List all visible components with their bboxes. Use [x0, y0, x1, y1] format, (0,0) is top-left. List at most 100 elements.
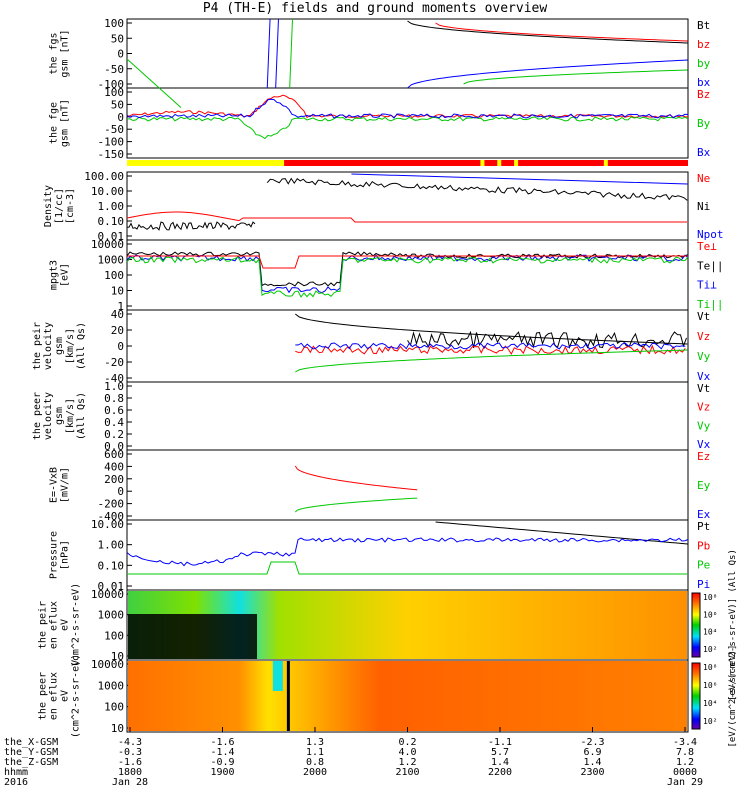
x-row-label: the_Z-GSM — [4, 757, 58, 768]
x-tick-label: 1900 — [210, 767, 234, 778]
legend-bt: Bt — [697, 19, 710, 32]
x-tick-label: 1.3 — [306, 737, 324, 748]
spectrogram-2 — [128, 661, 687, 731]
x-tick-label: 1.2 — [398, 757, 416, 768]
trace-vz — [295, 344, 686, 356]
y-axis-label: [1/cc] — [54, 188, 65, 224]
mode-bar-mark — [497, 160, 502, 166]
trace-vy — [295, 349, 688, 373]
trace-spike — [275, 18, 279, 89]
x-tick-label: 4.0 — [398, 747, 416, 758]
x-tick-label: 6.9 — [583, 747, 601, 758]
legend-pb: Pb — [697, 539, 710, 552]
y-axis-label: the peer — [38, 672, 49, 720]
y-tick-label: 20 — [111, 324, 124, 337]
y-axis-label: en eflux — [49, 601, 60, 649]
y-tick-label: -100 — [98, 78, 125, 91]
legend-by: By — [697, 117, 711, 130]
panel-frame — [126, 239, 689, 311]
x-tick-label: -0.9 — [210, 757, 234, 768]
y-axis-label: [nPa] — [60, 540, 71, 570]
colorbar-tick-label: 10² — [703, 717, 717, 726]
legend-vx: Vx — [697, 438, 711, 451]
y-axis-label: gsm [nT] — [60, 99, 71, 147]
panel-frame — [126, 449, 689, 521]
legend-ti⊥: Ti⊥ — [697, 279, 717, 292]
y-axis-label: the peer — [32, 392, 43, 440]
x-tick-label: 0000 — [673, 767, 697, 778]
y-axis-label: velocity — [43, 322, 54, 370]
y-tick-label: 0.10 — [98, 215, 125, 228]
colorbar-tick-label: 10⁶ — [703, 681, 717, 690]
y-tick-label: 0.0 — [104, 440, 124, 453]
trace-spike — [266, 18, 271, 89]
y-axis-label: mpgt3 — [49, 260, 60, 290]
trace-bz — [435, 22, 688, 42]
y-axis-label: [mV/m] — [60, 467, 71, 503]
spectrogram-gap-line — [286, 661, 290, 731]
colorbar — [691, 662, 701, 730]
legend-ni: Ni — [697, 200, 710, 213]
y-tick-label: 0 — [117, 48, 124, 61]
y-tick-label: 10 — [111, 722, 124, 735]
y-tick-label: 10000 — [91, 238, 124, 251]
y-axis-label: Pressure — [49, 531, 60, 579]
y-tick-label: -400 — [98, 510, 125, 523]
y-axis-label: (cm^2-s-sr-eV) — [71, 583, 82, 667]
y-tick-label: 10.00 — [91, 185, 124, 198]
x-tick-label: 5.7 — [491, 747, 509, 758]
trace-ni — [126, 221, 256, 231]
y-axis-label: (cm^2-s-sr-eV) — [71, 654, 82, 738]
y-tick-label: 10.00 — [91, 518, 124, 531]
legend-ey: Ey — [697, 479, 711, 492]
y-tick-label: 0.6 — [104, 404, 124, 417]
trace-bz — [126, 94, 689, 119]
panel-frame — [126, 381, 689, 451]
y-tick-label: 0.8 — [104, 392, 124, 405]
x-tick-label: 0.8 — [306, 757, 324, 768]
trace-ti-par — [126, 256, 689, 298]
x-row-label: the_X-GSM — [4, 737, 58, 748]
x-tick-label: 1.4 — [583, 757, 601, 768]
legend-pi: Pi — [697, 578, 710, 591]
panel-frame — [126, 87, 689, 159]
y-tick-label: 1000 — [98, 254, 125, 267]
y-tick-label: -50 — [104, 63, 124, 76]
x-tick-label: -1.4 — [210, 747, 234, 758]
y-tick-label: 1000 — [98, 679, 125, 692]
legend-te||: Te|| — [697, 259, 724, 272]
y-tick-label: 100 — [104, 269, 124, 282]
y-tick-label: -40 — [104, 372, 124, 385]
trace-ti-perp — [126, 254, 689, 294]
x-tick-label: -3.4 — [673, 737, 697, 748]
panel-frame — [126, 519, 689, 591]
y-axis-label: (All Qs) — [76, 392, 87, 440]
mode-bar-mark — [480, 160, 485, 166]
x-tick-label: 1.4 — [491, 757, 509, 768]
x-tick-label: -1.6 — [210, 737, 234, 748]
trace-pt — [435, 521, 688, 545]
spectrogram-low-counts — [128, 614, 258, 659]
y-axis-label: [km/s] — [65, 398, 76, 434]
legend-vy: Vy — [697, 419, 711, 432]
spectrogram-gap — [272, 661, 283, 691]
x-row-label: hhmm — [4, 767, 28, 778]
panel-6: 1.00.80.60.40.20.0 the peer velocity gsm [km… — [32, 380, 711, 453]
legend-vx: Vx — [697, 370, 711, 383]
y-axis-label: velocity — [43, 392, 54, 440]
legend-vz: Vz — [697, 330, 710, 343]
x-axis-labels: the_X-GSM -4.3 -1.6 1.3 0.2 -1.1 -2.3 -3.4 the_Y… — [4, 727, 703, 788]
panel-frame — [126, 171, 689, 241]
x-tick-label: 0.2 — [398, 737, 416, 748]
y-tick-label: 0 — [117, 340, 124, 353]
y-tick-label: 1.00 — [98, 539, 125, 552]
trace-by — [126, 116, 689, 140]
legend-bx: Bx — [697, 146, 711, 159]
y-tick-label: 10000 — [91, 658, 124, 671]
y-axis-label: [cm-3] — [65, 188, 76, 224]
legend-pe: Pe — [697, 559, 710, 572]
y-tick-label: 1.00 — [98, 200, 125, 213]
